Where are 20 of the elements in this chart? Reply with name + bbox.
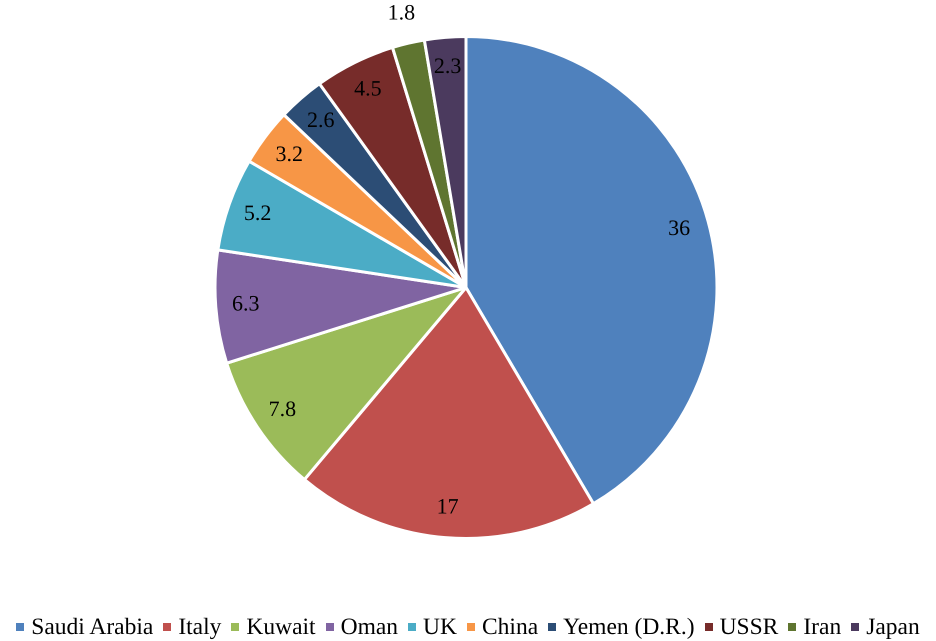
legend-label: Kuwait	[246, 613, 316, 641]
data-label: 3.2	[276, 140, 304, 166]
data-label: 2.3	[434, 53, 462, 78]
data-label: 2.6	[307, 106, 335, 132]
legend-label: Iran	[803, 613, 842, 641]
data-label: 4.5	[354, 75, 382, 100]
legend-label: Japan	[866, 613, 920, 641]
legend-label: China	[482, 613, 538, 641]
data-label: 1.8	[388, 0, 416, 25]
data-label: 36	[668, 215, 690, 240]
legend-label: Italy	[178, 613, 222, 641]
legend-label: UK	[423, 613, 457, 641]
data-label: 5.2	[244, 200, 272, 225]
legend-label: Oman	[340, 613, 398, 641]
data-label: 7.8	[268, 396, 296, 421]
data-label: 6.3	[232, 290, 260, 316]
legend-label: Yemen (D.R.)	[563, 613, 695, 641]
legend-label: Saudi Arabia	[31, 613, 154, 641]
data-label: 17	[436, 493, 459, 518]
legend-label: USSR	[720, 613, 778, 641]
